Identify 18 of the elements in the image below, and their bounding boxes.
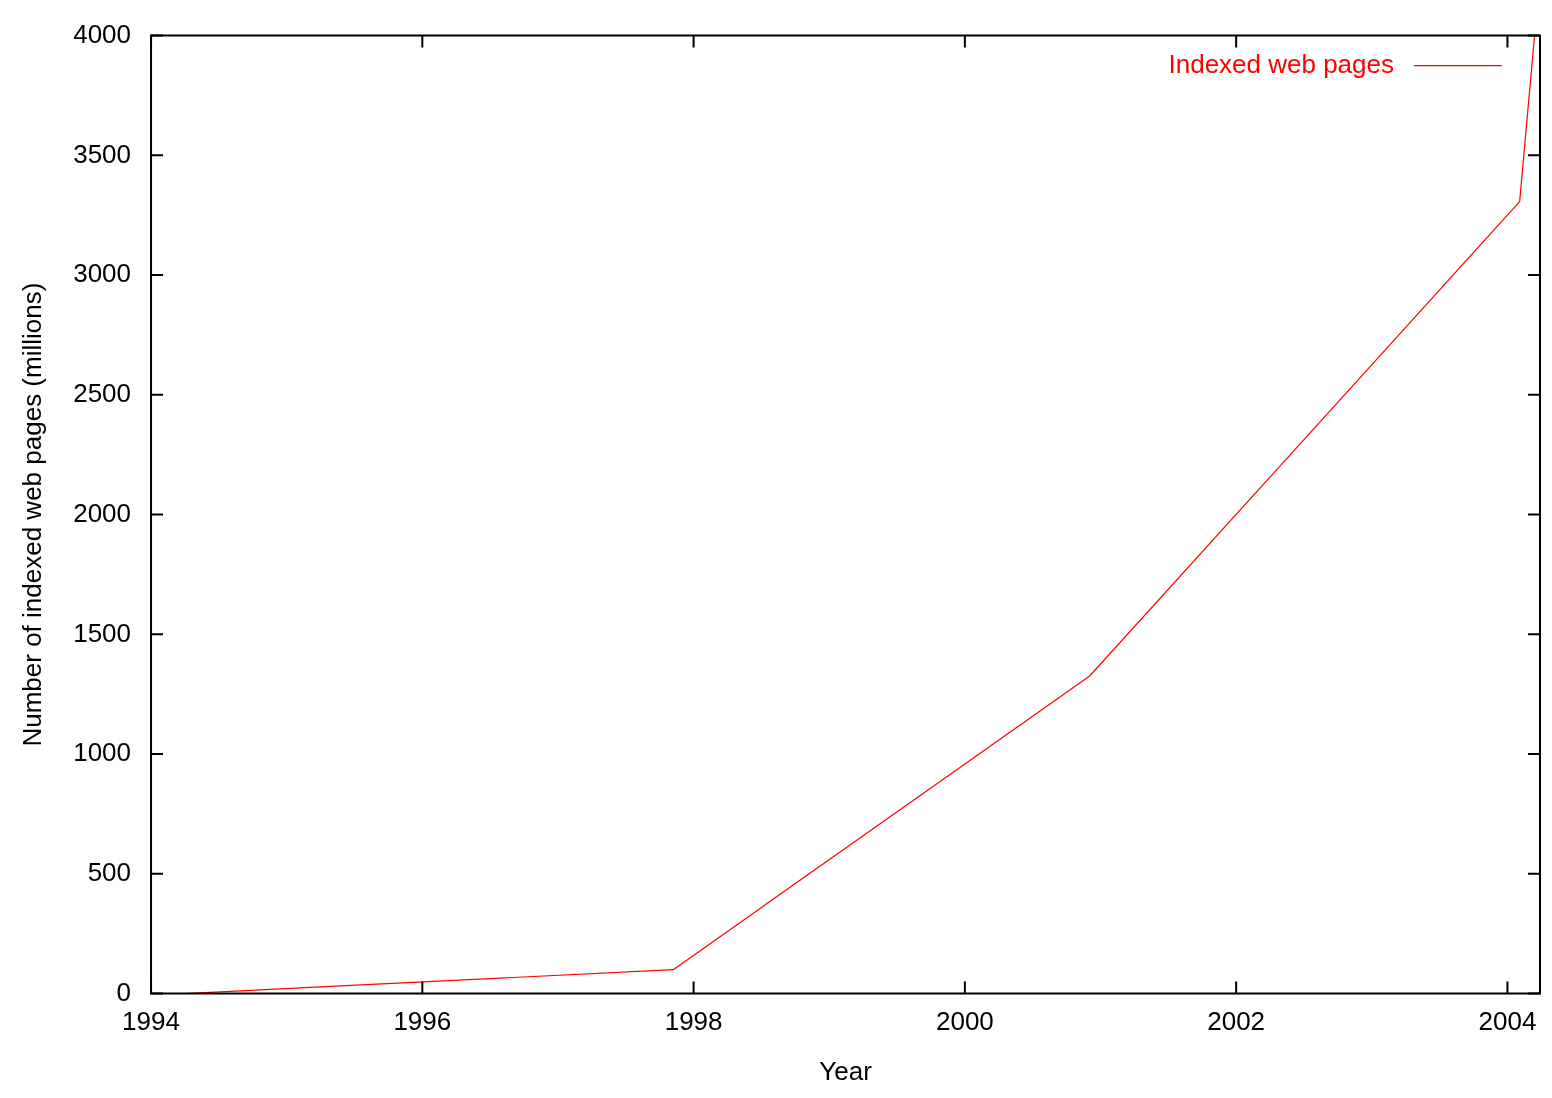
y-tick-label: 2500 <box>73 378 132 409</box>
y-tick-label: 1500 <box>73 617 132 648</box>
x-tick-label: 1996 <box>393 1006 452 1037</box>
y-tick-label: 1000 <box>73 737 132 768</box>
x-tick-label: 1994 <box>122 1006 180 1037</box>
y-tick-label: 500 <box>87 857 132 888</box>
x-axis-title: Year <box>819 1055 873 1086</box>
y-tick-label: 3500 <box>73 138 132 169</box>
y-tick-label: 2000 <box>73 497 132 528</box>
legend-label: Indexed web pages <box>1168 48 1394 79</box>
x-tick-label: 1998 <box>664 1006 723 1037</box>
x-tick-label: 2002 <box>1207 1006 1266 1037</box>
y-tick-label: 3000 <box>73 258 132 289</box>
y-tick-label: 4000 <box>73 18 132 49</box>
x-tick-label: 2004 <box>1478 1006 1537 1037</box>
y-axis-title: Number of indexed web pages (millions) <box>16 282 47 747</box>
x-tick-label: 2000 <box>935 1006 994 1037</box>
y-tick-label: 0 <box>116 976 132 1007</box>
